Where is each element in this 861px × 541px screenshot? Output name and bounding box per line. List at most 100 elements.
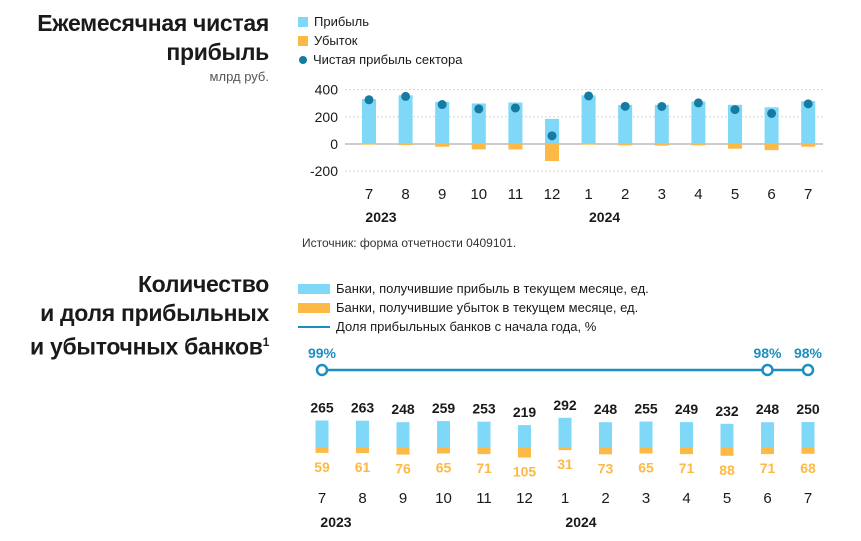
loss-banks-label: 65 [638,460,654,476]
banks-title-line3: и убыточных банков1 [30,328,269,362]
legend-item-net: Чистая прибыль сектора [298,50,462,69]
profitable-banks-bar [599,422,612,447]
month-tick-label: 5 [731,186,739,203]
month-tick-label: 4 [694,186,702,203]
banks-title-line1: Количество [137,271,269,297]
year-label-2024: 2024 [565,514,596,530]
profitable-banks-label: 248 [594,401,618,417]
profitable-banks-label: 292 [553,397,577,413]
profitable-banks-label: 232 [715,403,739,419]
net-profit-point [767,108,777,118]
profitable-banks-label: 263 [351,400,375,416]
month-tick-label: 10 [470,186,487,203]
banks-title-line2: и доля прибыльных [40,300,269,326]
month-tick-label: 1 [584,186,592,203]
month-tick-label: 3 [642,490,650,507]
profitable-banks-bar [437,421,450,447]
loss-banks-label: 105 [513,464,537,480]
month-tick-label: 11 [476,490,492,507]
profitable-banks-bar [315,420,329,447]
loss-banks-bar [356,447,369,454]
loss-bar [728,144,742,149]
loss-banks-label: 59 [314,459,330,475]
profitable-banks-bar [396,422,410,447]
month-tick-label: 9 [438,186,446,203]
loss-bar [654,144,669,146]
loss-banks-bar [680,447,693,455]
profit-bar [362,99,376,144]
loss-banks-bar [437,447,450,454]
loss-banks-label: 65 [436,460,452,476]
legend-marker-net [299,55,307,64]
loss-banks-label: 31 [557,456,573,472]
loss-banks-bar [518,447,531,458]
loss-banks-bar [558,447,572,451]
loss-banks-label: 61 [355,459,371,475]
profit-bar [398,95,413,144]
year-label-2023: 2023 [320,514,351,530]
profitable-banks-label: 255 [634,401,658,417]
profit-bar [691,101,706,144]
profitable-banks-label: 253 [472,401,496,417]
month-tick-label: 2 [621,186,629,203]
legend-line-share [298,325,330,328]
profitable-banks-bar [558,417,572,447]
y-tick-label: 400 [315,82,339,98]
month-tick-label: 1 [561,490,569,507]
profit-bar [801,101,816,144]
legend-item-loss-banks: Банки, получившие убыток в текущем месяц… [298,298,649,317]
month-tick-label: 5 [723,490,731,507]
legend-label-loss-banks: Банки, получившие убыток в текущем месяц… [336,300,639,315]
loss-banks-label: 71 [679,460,695,476]
profitable-banks-label: 259 [432,400,456,416]
loss-banks-label: 88 [719,462,735,478]
loss-banks-bar [315,447,329,453]
net-profit-point [730,105,740,115]
legend-label-share: Доля прибыльных банков с начала года, % [336,319,597,334]
loss-bar [398,144,413,146]
loss-bar [618,144,633,146]
loss-bar [435,144,450,147]
month-tick-label: 11 [508,186,524,203]
year-label-2024: 2024 [589,209,620,225]
profit-bar [581,95,596,144]
net-profit-title: Ежемесячная чистая прибыль [37,9,269,67]
profitable-banks-label: 249 [675,401,699,417]
profit-bar [764,107,779,144]
net-profit-point [364,95,374,105]
share-value-label: 98% [794,345,823,361]
month-tick-label: 8 [401,186,409,203]
legend-label-profitable-banks: Банки, получившие прибыль в текущем меся… [336,281,649,296]
net-profit-title-line2: прибыль [166,39,269,65]
source-note: Источник: форма отчетности 0409101. [302,236,517,250]
profit-bar [728,104,742,144]
profitable-banks-label: 250 [796,401,820,417]
banks-title-line3-text: и убыточных банков [30,333,263,360]
month-tick-label: 12 [516,490,533,507]
legend-swatch-profitable-banks [298,283,330,294]
legend-item-profitable-banks: Банки, получившие прибыль в текущем меся… [298,279,649,298]
loss-bar [691,144,706,146]
net-profit-point [510,103,520,113]
loss-bar [471,144,486,150]
legend-swatch-profit [298,16,308,27]
month-tick-label: 9 [399,490,407,507]
legend-label-loss: Убыток [314,33,358,48]
net-profit-title-line1: Ежемесячная чистая [37,10,269,36]
loss-bar [581,144,596,145]
loss-banks-label: 76 [395,461,411,477]
loss-banks-bar [396,447,410,455]
loss-banks-bar [801,447,815,454]
y-tick-label: 0 [330,136,338,152]
month-tick-label: 7 [365,186,373,203]
legend-item-loss: Убыток [298,31,462,50]
y-tick-label: 200 [315,109,339,125]
profitable-banks-bar [356,420,369,447]
loss-banks-label: 71 [760,460,776,476]
net-profit-unit: млрд руб. [209,69,269,84]
profit-bar [435,101,450,144]
profitable-banks-bar [720,423,734,447]
profit-bar [471,103,486,144]
net-profit-point [657,101,667,111]
